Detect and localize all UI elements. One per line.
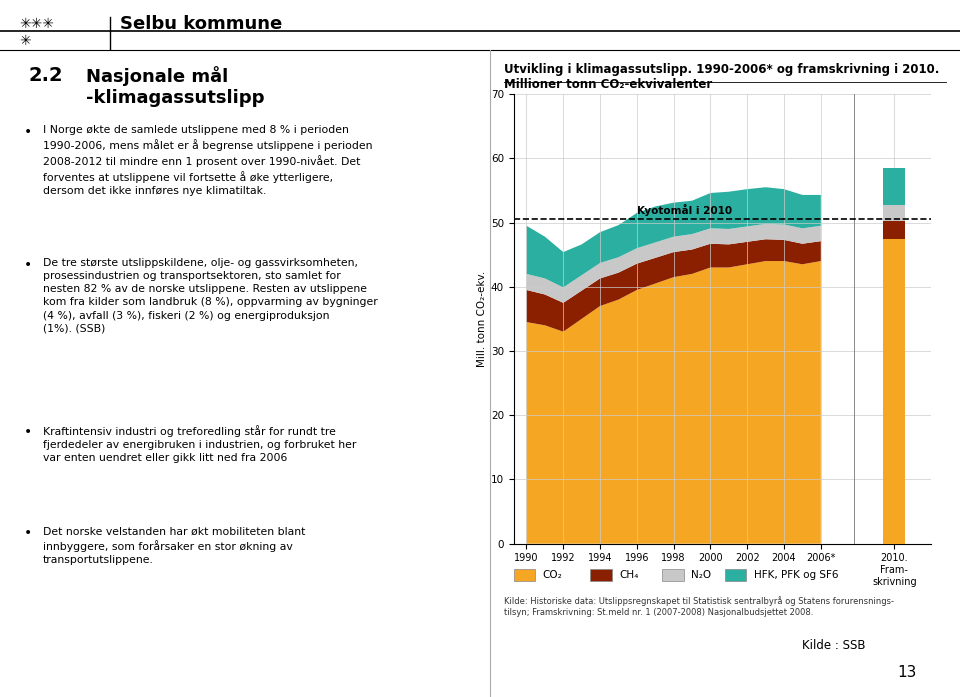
Text: Det norske velstanden har økt mobiliteten blant
innbyggere, som forårsaker en st: Det norske velstanden har økt mobilitete… bbox=[43, 526, 305, 565]
Text: Kilde: Historiske data: Utslippsregnskapet til Statistisk sentralbyrå og Statens: Kilde: Historiske data: Utslippsregnskap… bbox=[504, 596, 894, 617]
Text: N₂O: N₂O bbox=[691, 570, 711, 580]
Text: •: • bbox=[24, 258, 33, 272]
Bar bbox=[883, 168, 905, 205]
Text: Millioner tonn CO₂-ekvivalenter: Millioner tonn CO₂-ekvivalenter bbox=[504, 78, 712, 91]
Y-axis label: Mill. tonn CO₂-ekv.: Mill. tonn CO₂-ekv. bbox=[476, 270, 487, 367]
Text: 2.2: 2.2 bbox=[29, 66, 63, 85]
Text: De tre største utslippskildene, olje- og gassvirksomheten,
prosessindustrien og : De tre største utslippskildene, olje- og… bbox=[43, 258, 378, 334]
Bar bbox=[883, 205, 905, 221]
Text: •: • bbox=[24, 425, 33, 439]
Text: CH₄: CH₄ bbox=[619, 570, 638, 580]
Text: Kyotomål i 2010: Kyotomål i 2010 bbox=[636, 204, 732, 216]
Text: Utvikling i klimagassutslipp. 1990-2006* og framskrivning i 2010.: Utvikling i klimagassutslipp. 1990-2006*… bbox=[504, 63, 940, 76]
Bar bbox=[883, 238, 905, 544]
Text: 13: 13 bbox=[898, 664, 917, 680]
Text: CO₂: CO₂ bbox=[542, 570, 563, 580]
Bar bbox=[883, 221, 905, 238]
Text: HFK, PFK og SF6: HFK, PFK og SF6 bbox=[754, 570, 838, 580]
Text: Selbu kommune: Selbu kommune bbox=[120, 15, 282, 33]
Text: Kilde : SSB: Kilde : SSB bbox=[802, 638, 865, 652]
Text: •: • bbox=[24, 526, 33, 540]
Text: •: • bbox=[24, 125, 33, 139]
Text: Kraftintensiv industri og treforedling står for rundt tre
fjerdedeler av energib: Kraftintensiv industri og treforedling s… bbox=[43, 425, 356, 464]
Text: I Norge økte de samlede utslippene med 8 % i perioden
1990-2006, mens målet er å: I Norge økte de samlede utslippene med 8… bbox=[43, 125, 372, 197]
Text: ✳✳✳
✳: ✳✳✳ ✳ bbox=[19, 17, 54, 47]
Text: Nasjonale mål
-klimagassutslipp: Nasjonale mål -klimagassutslipp bbox=[86, 66, 265, 107]
